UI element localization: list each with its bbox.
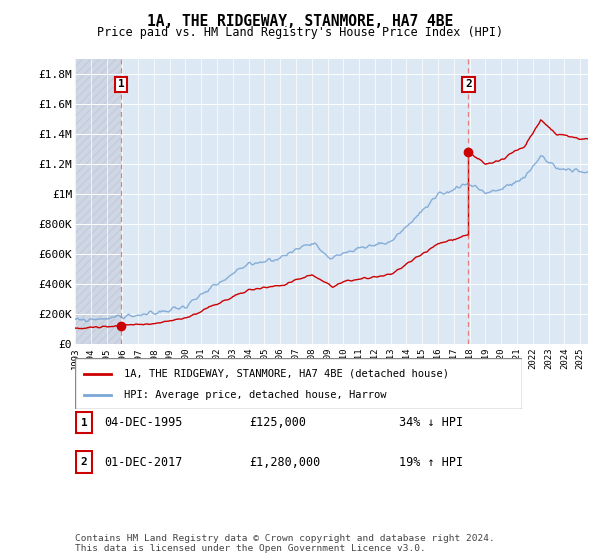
Text: 1A, THE RIDGEWAY, STANMORE, HA7 4BE: 1A, THE RIDGEWAY, STANMORE, HA7 4BE [147,14,453,29]
Text: 19% ↑ HPI: 19% ↑ HPI [399,455,463,469]
Text: £1,280,000: £1,280,000 [249,455,320,469]
Text: 04-DEC-1995: 04-DEC-1995 [104,416,182,430]
Text: HPI: Average price, detached house, Harrow: HPI: Average price, detached house, Harr… [124,390,386,400]
Text: 34% ↓ HPI: 34% ↓ HPI [399,416,463,430]
Text: £125,000: £125,000 [249,416,306,430]
Text: 1: 1 [80,418,88,428]
Text: 01-DEC-2017: 01-DEC-2017 [104,455,182,469]
Bar [75,59,121,344]
Text: 2: 2 [80,457,88,467]
Text: 1A, THE RIDGEWAY, STANMORE, HA7 4BE (detached house): 1A, THE RIDGEWAY, STANMORE, HA7 4BE (det… [124,368,449,379]
Text: Contains HM Land Registry data © Crown copyright and database right 2024.
This d: Contains HM Land Registry data © Crown c… [75,534,495,553]
Text: 2: 2 [465,80,472,90]
Text: Price paid vs. HM Land Registry's House Price Index (HPI): Price paid vs. HM Land Registry's House … [97,26,503,39]
Bar [75,59,121,344]
Text: 1: 1 [118,80,124,90]
